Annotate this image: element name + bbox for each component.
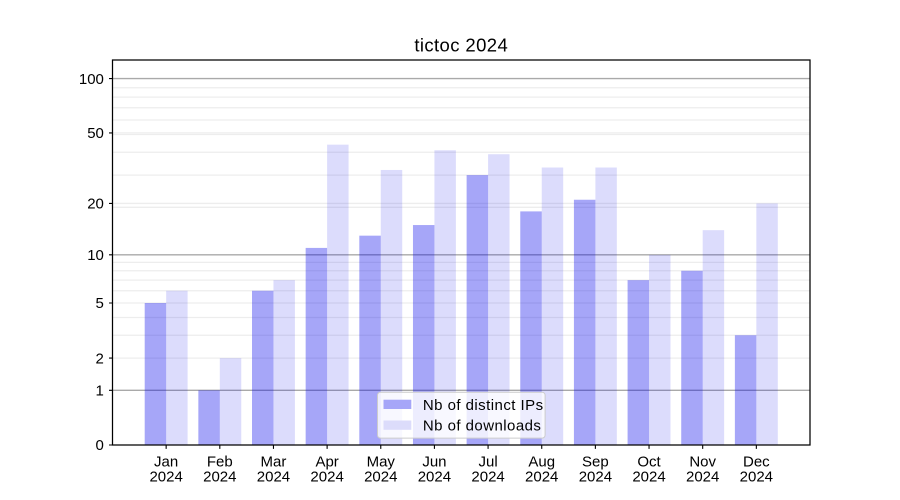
svg-text:2024: 2024	[310, 469, 343, 486]
svg-text:20: 20	[87, 196, 104, 213]
svg-text:50: 50	[87, 125, 104, 142]
svg-text:2024: 2024	[364, 469, 397, 486]
svg-text:Aug: Aug	[528, 453, 555, 470]
svg-text:2024: 2024	[418, 469, 451, 486]
svg-text:Nov: Nov	[689, 453, 716, 470]
svg-text:2024: 2024	[632, 469, 665, 486]
svg-text:Sep: Sep	[582, 453, 609, 470]
svg-text:Apr: Apr	[315, 453, 338, 470]
svg-text:2024: 2024	[257, 469, 290, 486]
svg-text:2024: 2024	[740, 469, 773, 486]
svg-text:5: 5	[96, 295, 104, 312]
svg-text:2: 2	[96, 350, 104, 367]
svg-text:Nb of downloads: Nb of downloads	[423, 418, 542, 435]
svg-text:Feb: Feb	[207, 453, 233, 470]
svg-text:May: May	[367, 453, 396, 470]
svg-text:10: 10	[87, 247, 104, 264]
svg-text:Mar: Mar	[261, 453, 287, 470]
svg-text:2024: 2024	[686, 469, 719, 486]
svg-text:0: 0	[96, 437, 104, 454]
svg-text:Nb of distinct IPs: Nb of distinct IPs	[423, 397, 544, 414]
svg-text:2024: 2024	[203, 469, 236, 486]
svg-text:2024: 2024	[471, 469, 504, 486]
svg-text:1: 1	[96, 383, 104, 400]
svg-text:Jul: Jul	[478, 453, 497, 470]
svg-text:Jun: Jun	[422, 453, 446, 470]
svg-text:Oct: Oct	[637, 453, 661, 470]
svg-text:2024: 2024	[579, 469, 612, 486]
svg-text:Jan: Jan	[154, 453, 178, 470]
svg-text:2024: 2024	[149, 469, 182, 486]
svg-text:2024: 2024	[525, 469, 558, 486]
svg-text:100: 100	[79, 71, 104, 88]
svg-text:Dec: Dec	[743, 453, 770, 470]
svg-text:tictoc 2024: tictoc 2024	[414, 35, 508, 56]
